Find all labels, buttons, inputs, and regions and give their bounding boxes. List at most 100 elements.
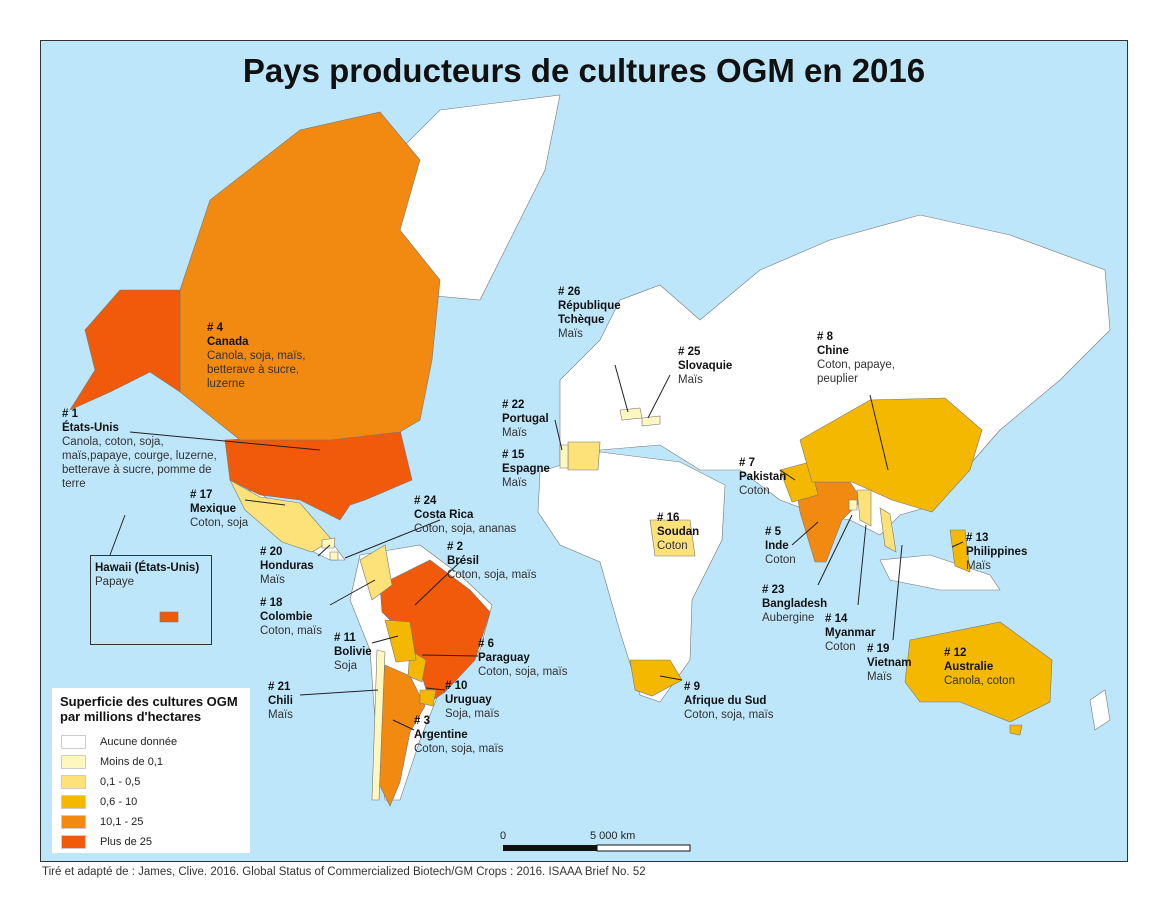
country-philippines (949, 529, 971, 573)
country-rank: # 2 (447, 541, 463, 553)
country-crops: Maïs (268, 709, 293, 721)
country-chili (371, 649, 386, 801)
country-label-uruguay: # 10 Uruguay Soja, maïs (445, 679, 625, 721)
leader-line (779, 469, 796, 481)
country-rank: # 22 (502, 399, 525, 411)
country-costa-rica (329, 551, 339, 561)
country-label-r-publique-tch-que: # 26 République Tchèque Maïs (558, 285, 738, 341)
country-label-chili: # 21 Chili Maïs (268, 680, 448, 722)
scale-end: 5 000 km (590, 830, 636, 842)
country-rank: # 20 (260, 546, 283, 558)
country-australie (904, 621, 1053, 723)
legend-swatch (61, 815, 86, 829)
country-slovaquie (641, 415, 661, 427)
country-rank: # 9 (684, 681, 700, 693)
legend-item-c06_10: 0,6 - 10 (61, 792, 250, 812)
country-name: Soudan (657, 526, 700, 538)
country-name: Colombie (260, 611, 313, 623)
country-label-mexique: # 17 Mexique Coton, soja (190, 488, 370, 530)
country-name: Slovaquie (678, 360, 733, 372)
leader-line (869, 394, 889, 471)
country-crops: Coton, papaye, peuplier (817, 359, 896, 385)
country-rank: # 13 (966, 532, 989, 544)
hawaii-inset: Hawaii (États-Unis) Papaye (90, 555, 212, 645)
leader-line (344, 519, 441, 559)
country-label-bangladesh: # 23 Bangladesh Aubergine (762, 583, 942, 625)
legend-item-none: Aucune donnée (61, 732, 250, 752)
leader-line (647, 374, 671, 419)
legend-item-c10_25: 10,1 - 25 (61, 812, 250, 832)
country-rank: # 16 (657, 512, 680, 524)
country-rank: # 14 (825, 613, 848, 625)
country-rank: # 10 (445, 680, 468, 692)
leader-line (129, 431, 321, 451)
source-note: Tiré et adapté de : James, Clive. 2016. … (42, 866, 646, 878)
legend-label: Aucune donnée (100, 736, 178, 748)
country-rank: # 25 (678, 346, 701, 358)
country-crops: Coton (825, 641, 856, 653)
country-crops: Coton (739, 485, 770, 497)
country-rank: # 17 (190, 489, 213, 501)
legend: Superficie des cultures OGM par millions… (52, 688, 250, 853)
leader-line (299, 689, 379, 696)
country-crops: Coton, soja, maïs (447, 569, 537, 581)
country-name: Paraguay (478, 652, 530, 664)
country-crops: Coton, soja (190, 517, 249, 529)
country-rank: # 12 (944, 647, 967, 659)
country-tasmania (1009, 724, 1023, 736)
country-name: Honduras (260, 560, 314, 572)
country-crops: Coton, soja, maïs (684, 709, 774, 721)
country-canada (179, 111, 441, 441)
country-rank: # 26 (558, 286, 581, 298)
hawaii-label: Hawaii (États-Unis) Papaye (95, 562, 200, 588)
country-name: Australie (944, 661, 994, 673)
leader-line (614, 364, 629, 413)
country-crops: Canola, soja, maïs, betterave à sucre, l… (207, 350, 306, 390)
country-rank: # 19 (867, 643, 890, 655)
country-crops: Coton, soja, ananas (414, 523, 517, 535)
country-label-br-sil: # 2 Brésil Coton, soja, maïs (447, 540, 627, 582)
country-crops: Soja, maïs (445, 708, 500, 720)
country-chine (799, 397, 983, 513)
country-r-publique-tch-que (619, 407, 643, 421)
country-rank: # 23 (762, 584, 785, 596)
country-name: Myanmar (825, 627, 876, 639)
country-rank: # 8 (817, 331, 833, 343)
country-alaska (69, 289, 181, 411)
leader-line (244, 499, 286, 506)
country-uruguay (419, 689, 437, 707)
country-name: Brésil (447, 555, 479, 567)
leader-line (371, 635, 399, 644)
legend-item-gt25: Plus de 25 (61, 832, 250, 852)
country-name: Afrique du Sud (684, 695, 767, 707)
country-rank: # 3 (414, 715, 430, 727)
leader-line (554, 419, 563, 451)
country-name: Vietnam (867, 657, 912, 669)
scale-start: 0 (500, 830, 507, 842)
country-name: Philippines (966, 546, 1028, 558)
country-rank: # 11 (334, 632, 356, 644)
legend-title: Superficie des cultures OGM par millions… (60, 694, 238, 724)
country-crops: Coton, soja, maïs (478, 666, 568, 678)
country-label-argentine: # 3 Argentine Coton, soja, maïs (414, 714, 594, 756)
hawaii-leader-line (109, 514, 126, 556)
leader-line (414, 559, 463, 606)
country-crops: Coton (657, 540, 688, 552)
leader-line (329, 579, 376, 606)
country-myanmar (856, 489, 872, 527)
country-label-honduras: # 20 Honduras Maïs (260, 545, 440, 587)
country-crops: Coton (765, 554, 796, 566)
legend-label: Moins de 0,1 (100, 756, 163, 768)
hawaii-islands (159, 611, 179, 623)
leader-line (659, 675, 683, 681)
country-name: Chili (268, 695, 293, 707)
country-name: Inde (765, 540, 789, 552)
country-crops: Coton, soja, maïs (414, 743, 504, 755)
country-name: Canada (207, 336, 249, 348)
country-rank: # 6 (478, 638, 494, 650)
country-rank: # 5 (765, 526, 781, 538)
legend-swatch (61, 775, 86, 789)
country-name: Chine (817, 345, 849, 357)
leader-line (892, 544, 903, 641)
country-crops: Maïs (502, 427, 527, 439)
